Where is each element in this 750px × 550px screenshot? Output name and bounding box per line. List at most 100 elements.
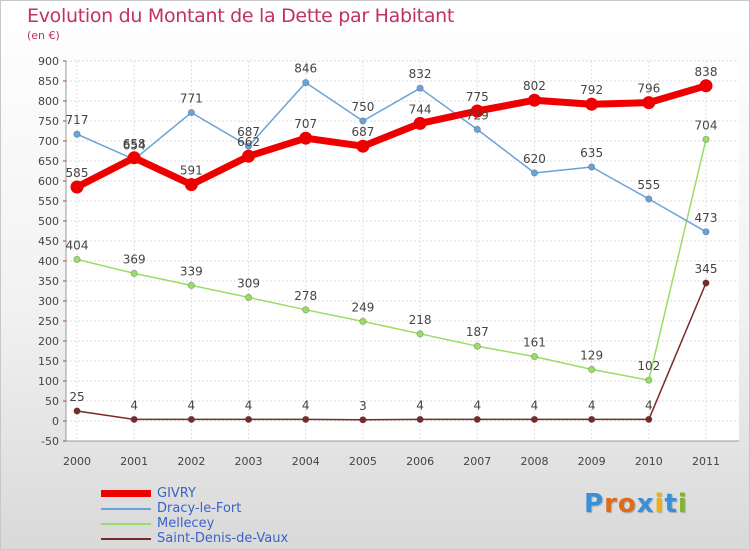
y-tick-label: 300	[38, 295, 59, 308]
data-label: 687	[237, 125, 260, 139]
y-tick-label: 100	[38, 375, 59, 388]
x-tick-label: 2007	[463, 455, 491, 468]
legend-swatch	[101, 522, 151, 525]
x-tick-label: 2008	[520, 455, 548, 468]
y-tick-label: 600	[38, 175, 59, 188]
y-tick-label: 150	[38, 355, 59, 368]
y-tick-label: 500	[38, 215, 59, 228]
data-point	[127, 151, 141, 165]
data-label: 309	[237, 276, 260, 290]
data-label: 4	[245, 398, 253, 412]
data-point	[356, 139, 370, 153]
data-point	[302, 415, 310, 423]
data-label: 707	[294, 117, 317, 131]
y-tick-label: 450	[38, 235, 59, 248]
x-tick-label: 2005	[349, 455, 377, 468]
data-label: 102	[637, 359, 660, 373]
data-label: 4	[188, 398, 196, 412]
data-label: 4	[645, 398, 653, 412]
data-point	[702, 135, 710, 143]
chart-unit: (en €)	[27, 29, 60, 42]
x-tick-label: 2009	[578, 455, 606, 468]
data-point	[242, 149, 256, 163]
y-tick-label: 700	[38, 135, 59, 148]
data-point	[359, 416, 367, 424]
series-line-dracy-le-fort	[76, 81, 707, 233]
legend-item: GIVRY	[101, 486, 288, 501]
x-tick-label: 2001	[120, 455, 148, 468]
plot-area	[66, 61, 739, 441]
data-label: 687	[351, 125, 374, 139]
data-point	[645, 415, 653, 423]
data-point	[527, 93, 541, 107]
y-tick-label: 850	[38, 75, 59, 88]
data-label: 796	[637, 82, 660, 96]
data-point	[702, 279, 710, 287]
data-label: 771	[180, 92, 203, 106]
y-tick-label: 650	[38, 155, 59, 168]
data-label: 218	[409, 313, 432, 327]
data-label: 792	[580, 83, 603, 97]
data-label: 654	[123, 138, 146, 152]
data-label: 846	[294, 62, 317, 76]
data-point	[302, 79, 310, 87]
data-label: 4	[473, 398, 481, 412]
data-label: 339	[180, 264, 203, 278]
x-tick-label: 2010	[635, 455, 663, 468]
x-tick-label: 2006	[406, 455, 434, 468]
data-point	[416, 84, 424, 92]
data-label: 278	[294, 289, 317, 303]
legend-item: Dracy-le-Fort	[101, 501, 288, 516]
data-label: 750	[351, 100, 374, 114]
proxiti-logo: Proxiti	[584, 489, 688, 519]
data-point	[130, 415, 138, 423]
data-label: 717	[66, 113, 89, 127]
data-label: 802	[523, 79, 546, 93]
data-point	[187, 109, 195, 117]
data-point	[645, 195, 653, 203]
data-point	[413, 116, 427, 130]
data-label: 555	[637, 178, 660, 192]
data-point	[702, 228, 710, 236]
data-label: 161	[523, 336, 546, 350]
data-point	[244, 415, 253, 423]
data-point	[70, 180, 84, 194]
data-label: 4	[130, 398, 138, 412]
data-point	[244, 142, 253, 150]
legend-label: Saint-Denis-de-Vaux	[157, 531, 289, 546]
data-point	[184, 178, 198, 192]
y-tick-label: 900	[38, 55, 59, 68]
legend-label: Mellecey	[157, 516, 215, 531]
data-point	[470, 104, 484, 118]
legend-item: Mellecey	[101, 516, 288, 531]
data-point	[73, 407, 81, 415]
data-point	[359, 317, 367, 325]
data-label: 4	[416, 398, 424, 412]
data-point	[585, 97, 599, 111]
x-tick-label: 2003	[235, 455, 263, 468]
data-label: 838	[695, 65, 718, 79]
data-label: 187	[466, 325, 489, 339]
data-point	[416, 330, 424, 338]
data-label: 249	[351, 300, 374, 314]
data-point	[642, 96, 656, 110]
y-tick-label: 50	[45, 395, 59, 408]
data-label: 635	[580, 146, 603, 160]
data-label: 4	[531, 398, 539, 412]
data-point	[588, 365, 596, 373]
x-tick-label: 2004	[292, 455, 320, 468]
data-point	[187, 415, 195, 423]
series-line-givry	[73, 82, 710, 191]
y-tick-label: 750	[38, 115, 59, 128]
data-point	[416, 415, 424, 423]
data-point	[299, 131, 313, 145]
legend-swatch	[101, 507, 151, 510]
x-tick-label: 2011	[692, 455, 720, 468]
data-point	[699, 79, 713, 93]
data-point	[588, 415, 596, 423]
data-point	[73, 130, 81, 138]
data-point	[473, 415, 481, 423]
legend-label: Dracy-le-Fort	[157, 501, 242, 516]
data-label: 585	[66, 166, 89, 180]
